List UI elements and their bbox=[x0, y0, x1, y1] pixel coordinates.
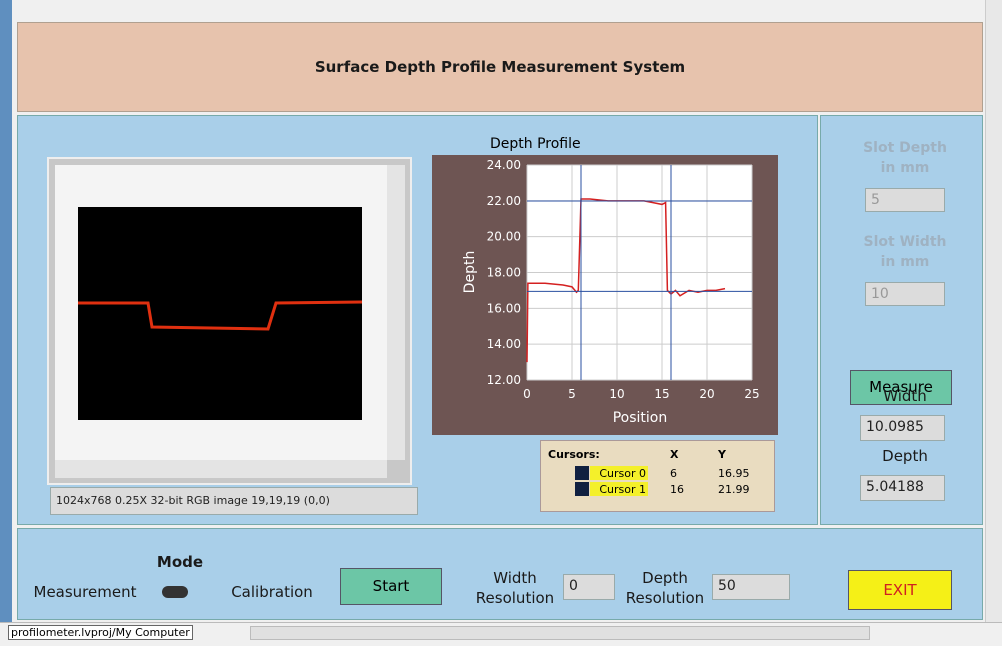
cursor-header: X bbox=[670, 448, 679, 461]
y-tick-label: 14.00 bbox=[487, 337, 521, 351]
x-tick-label: 25 bbox=[744, 387, 759, 401]
cursor-icon bbox=[575, 482, 589, 496]
x-label: Position bbox=[613, 410, 668, 426]
cursor-y: 16.95 bbox=[718, 467, 750, 480]
graph-title: Depth Profile bbox=[490, 136, 581, 152]
x-tick-label: 10 bbox=[609, 387, 624, 401]
x-tick-label: 15 bbox=[654, 387, 669, 401]
cursor-header: Y bbox=[717, 448, 727, 461]
y-tick-label: 12.00 bbox=[487, 373, 521, 387]
page: Surface Depth Profile Measurement System… bbox=[0, 0, 1002, 646]
cursor-y: 21.99 bbox=[718, 483, 750, 496]
cursor-name: Cursor 0 bbox=[599, 467, 646, 480]
y-tick-label: 18.00 bbox=[487, 266, 521, 280]
y-tick-label: 16.00 bbox=[487, 301, 521, 315]
cursor-name: Cursor 1 bbox=[599, 483, 646, 496]
cursor-x: 6 bbox=[670, 467, 677, 480]
y-tick-label: 24.00 bbox=[487, 158, 521, 172]
x-tick-label: 20 bbox=[699, 387, 714, 401]
cursor-icon bbox=[575, 466, 589, 480]
cursor-header: Cursors: bbox=[548, 448, 600, 461]
cursor-x: 16 bbox=[670, 483, 684, 496]
y-label: Depth bbox=[462, 251, 478, 294]
graph: Depth Profile Position Depth 12.00 14.00 1… bbox=[0, 0, 1002, 646]
y-tick-label: 22.00 bbox=[487, 194, 521, 208]
y-tick-label: 20.00 bbox=[487, 230, 521, 244]
x-tick-label: 0 bbox=[523, 387, 531, 401]
x-tick-label: 5 bbox=[568, 387, 576, 401]
